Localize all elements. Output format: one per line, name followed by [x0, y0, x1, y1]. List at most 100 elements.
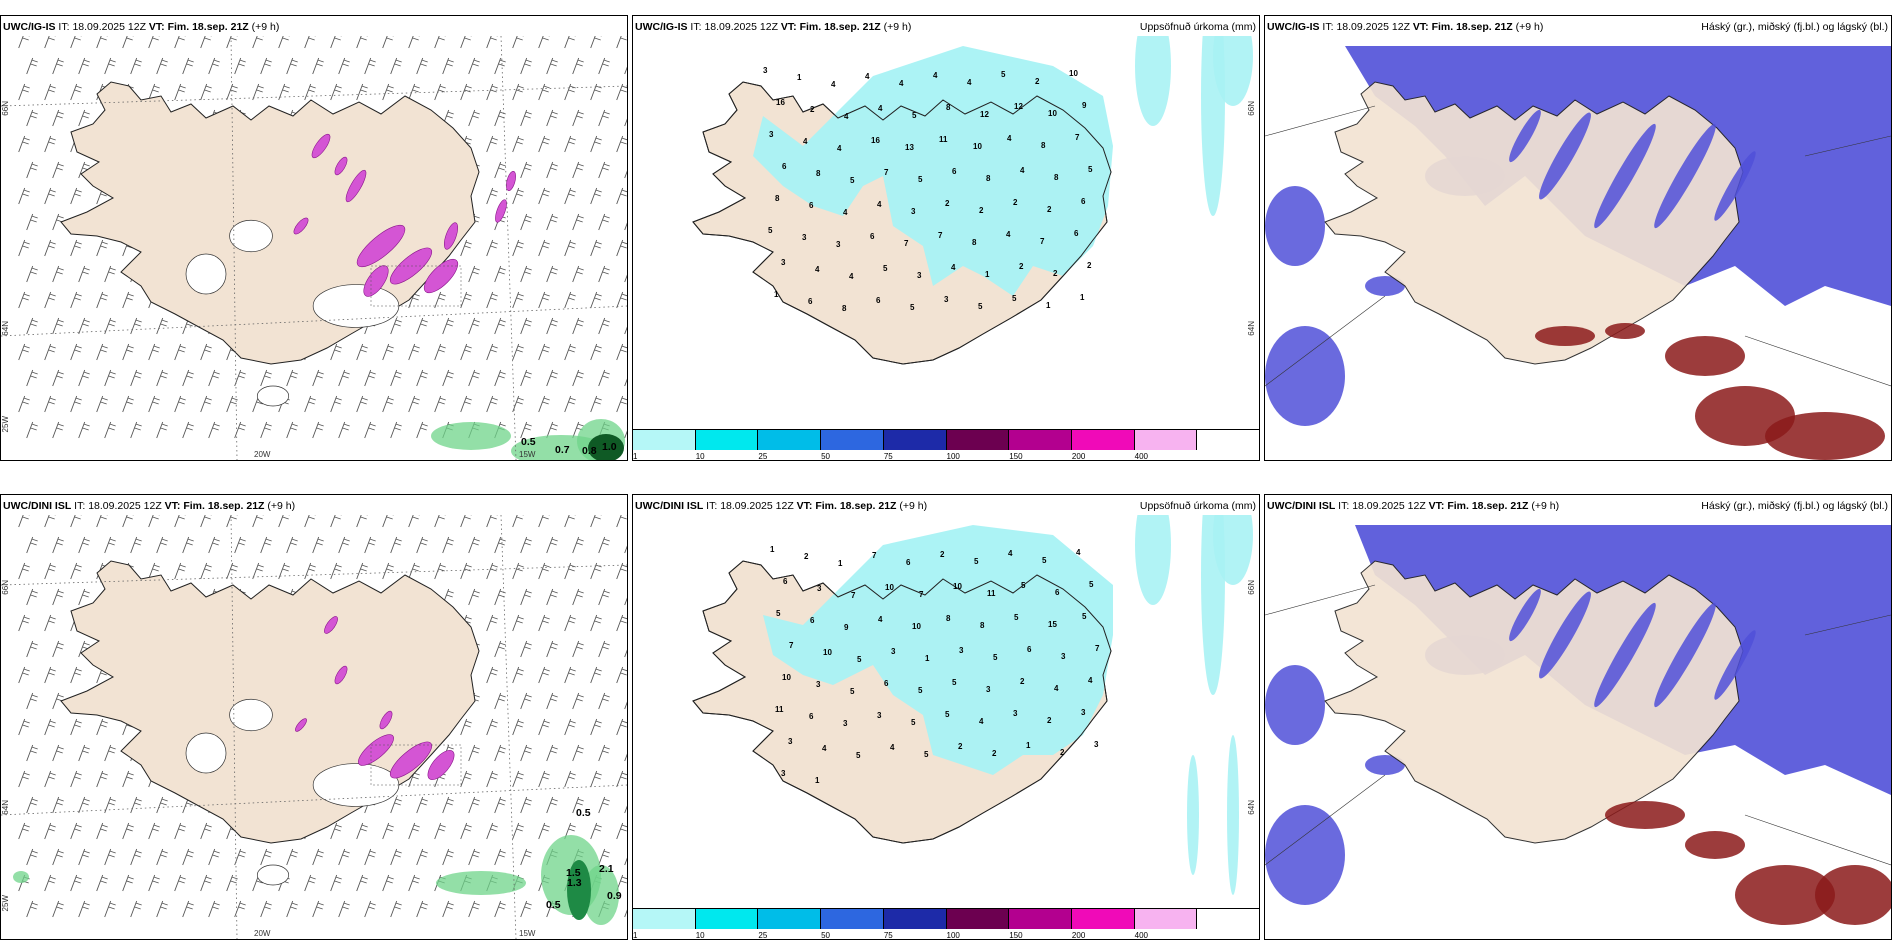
- coastline: [692, 81, 1112, 365]
- wind-barb: [156, 317, 168, 335]
- precip-value: 4: [849, 272, 854, 281]
- precip-value: 5: [1088, 165, 1093, 174]
- wind-barb: [616, 718, 627, 736]
- wind-barb: [434, 83, 446, 101]
- wind-barb: [52, 57, 64, 75]
- wind-barb: [96, 515, 108, 528]
- precip-value: 6: [1074, 229, 1079, 238]
- wind-barb: [546, 421, 558, 439]
- wind-barb: [572, 536, 584, 554]
- precip-area: [763, 525, 1113, 775]
- wind-barb: [382, 874, 394, 892]
- colorbar-label: 10: [695, 452, 705, 461]
- wind-barb: [572, 588, 584, 606]
- wind-barb: [520, 421, 532, 439]
- wind-barb: [538, 239, 550, 257]
- precip-value: 10: [1069, 69, 1078, 78]
- colorbar-swatch: 150: [1009, 430, 1072, 460]
- wind-value: 0.8: [582, 445, 597, 457]
- precip-value: 5: [912, 111, 917, 120]
- panel-header: UWC/IG-IS IT: 18.09.2025 12Z VT: Fim. 18…: [1267, 21, 1544, 33]
- wind-barb: [572, 57, 584, 75]
- wind-barb: [226, 36, 238, 49]
- wind-barb: [572, 317, 584, 335]
- precip-value: 1: [774, 290, 779, 299]
- wind-barb: [598, 369, 610, 387]
- precip-value: 3: [877, 711, 882, 720]
- precip-value: 1: [838, 559, 843, 568]
- panel-header: UWC/IG-IS IT: 18.09.2025 12Z VT: Fim. 18…: [3, 21, 280, 33]
- wind-barb: [338, 900, 350, 918]
- wind-barb: [616, 187, 627, 205]
- wind-barb: [338, 848, 350, 866]
- wind-barb: [122, 822, 134, 840]
- precip-value: 5: [1042, 556, 1047, 565]
- wind-barb: [460, 36, 472, 49]
- precip-streak: [363, 265, 389, 297]
- wind-barb: [70, 343, 82, 361]
- wind-barb: [156, 796, 168, 814]
- precip-value: 4: [837, 144, 842, 153]
- precip-value: 4: [815, 265, 820, 274]
- precip-value: 8: [1041, 141, 1046, 150]
- wind-barb: [624, 545, 627, 554]
- wind-value: 2.1: [599, 863, 614, 875]
- wind-barb: [70, 83, 82, 101]
- cloud-streak: [1539, 112, 1591, 200]
- colorbar-swatch: 150: [1009, 909, 1072, 939]
- wind-barb: [44, 666, 56, 684]
- wind-barb: [260, 369, 272, 387]
- wind-barb: [52, 369, 64, 387]
- precip-value: 10: [973, 142, 982, 151]
- wind-barb: [174, 36, 186, 49]
- wind-barb: [200, 36, 212, 49]
- wind-barb: [44, 291, 56, 309]
- wind-barb: [330, 562, 342, 580]
- wind-barb: [520, 317, 532, 335]
- precip-value: 3: [781, 258, 786, 267]
- wind-barb: [104, 900, 116, 918]
- precip-value: 5: [911, 718, 916, 727]
- precip-value: 10: [823, 648, 832, 657]
- wind-barb: [512, 395, 524, 413]
- wind-barb: [468, 900, 480, 918]
- precip-streak: [358, 734, 394, 766]
- precip-value: 6: [809, 201, 814, 210]
- precip-value: 4: [1008, 549, 1013, 558]
- precip-value: 2: [1013, 198, 1018, 207]
- wind-barb: [70, 770, 82, 788]
- panel-precip-ig: UWC/IG-IS IT: 18.09.2025 12Z VT: Fim. 18…: [632, 15, 1260, 461]
- wind-barb: [330, 822, 342, 840]
- wind-barb: [26, 848, 38, 866]
- wind-barb: [96, 291, 108, 309]
- precip-value: 3: [802, 233, 807, 242]
- wind-barb: [70, 187, 82, 205]
- wind-barb: [538, 395, 550, 413]
- wind-barb: [624, 378, 627, 387]
- wind-barb: [520, 57, 532, 75]
- wind-barb: [156, 848, 168, 866]
- wind-barb: [460, 343, 472, 361]
- wind-barb: [104, 536, 116, 554]
- wind-value: 0.7: [555, 444, 570, 456]
- precip-streak: [495, 199, 507, 223]
- wind-barb: [442, 848, 454, 866]
- colorbar-label: 75: [883, 931, 893, 940]
- wind-barb: [486, 83, 498, 101]
- lon-label-25: 25W: [1, 895, 10, 912]
- wind-barb: [624, 857, 627, 866]
- wind-barb: [174, 562, 186, 580]
- wind-barb: [18, 562, 30, 580]
- precip-value: 8: [972, 238, 977, 247]
- precip-value: 4: [843, 208, 848, 217]
- precip-value: 3: [836, 240, 841, 249]
- precip-value: 10: [953, 582, 962, 591]
- wind-barb: [156, 369, 168, 387]
- wind-barb: [286, 57, 298, 75]
- wind-value: 1.0: [602, 441, 617, 453]
- precip-value: 6: [782, 162, 787, 171]
- colorbar-swatch: 25: [758, 430, 822, 460]
- wind-barb: [512, 822, 524, 840]
- wind-barb: [200, 343, 212, 361]
- wind-barb: [486, 187, 498, 205]
